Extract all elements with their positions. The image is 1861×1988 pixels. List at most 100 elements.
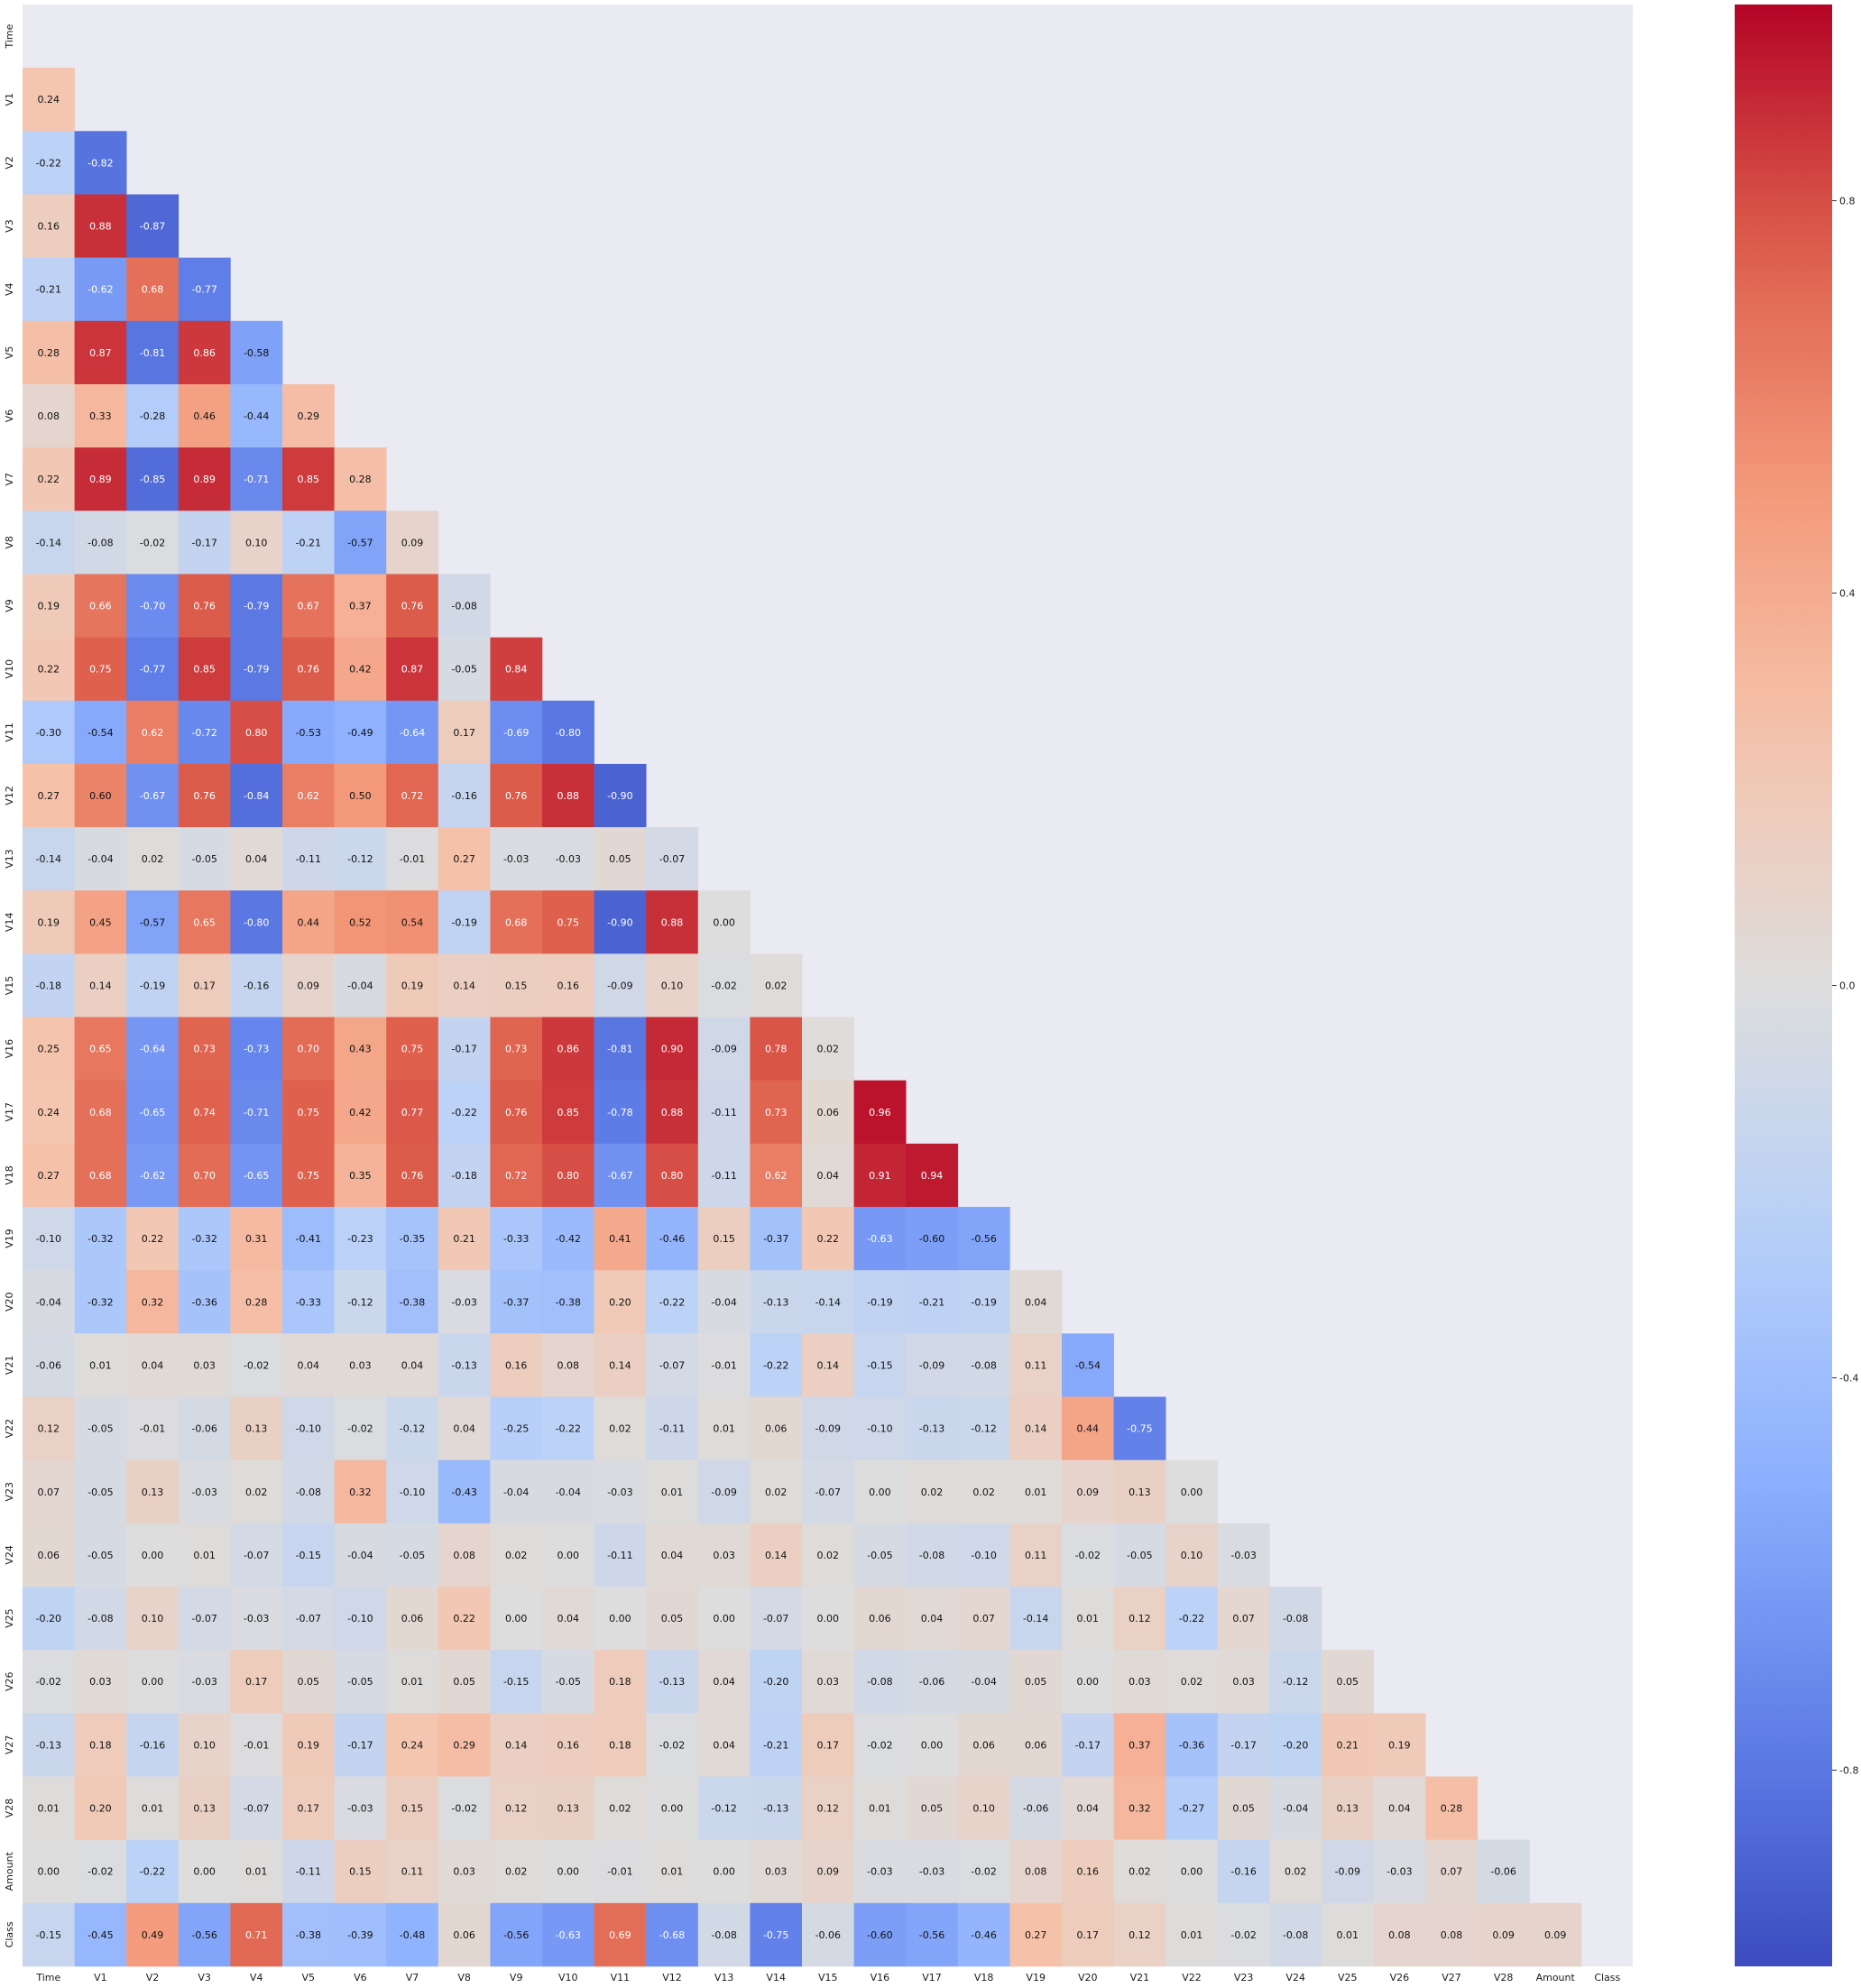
heatmap-cell <box>438 1650 491 1714</box>
cell-value-label: 0.12 <box>817 1803 840 1815</box>
heatmap-cell <box>230 1587 283 1651</box>
cell-value-label: 0.03 <box>1232 1676 1255 1688</box>
cell-value-label: 0.01 <box>89 1359 112 1371</box>
heatmap-cell <box>74 1587 127 1651</box>
heatmap-cell <box>853 1650 907 1714</box>
cell-value-label: 0.03 <box>713 1550 735 1561</box>
cell-value-label: -0.10 <box>400 1486 425 1498</box>
heatmap-cell <box>542 1080 594 1145</box>
heatmap-cell <box>23 131 75 195</box>
cell-value-label: -0.42 <box>556 1233 581 1245</box>
heatmap-cell <box>697 1207 751 1271</box>
heatmap-cell <box>438 953 491 1017</box>
cell-value-label: 0.15 <box>349 1866 372 1878</box>
cell-value-label: -0.03 <box>347 1803 373 1815</box>
cell-value-label: 0.17 <box>298 1803 320 1815</box>
cell-value-label: 0.15 <box>505 980 528 991</box>
cell-value-label: -0.53 <box>296 727 321 739</box>
cell-value-label: -0.02 <box>451 1803 476 1815</box>
heatmap-cell <box>74 827 127 891</box>
cell-value-label: 0.89 <box>193 474 216 485</box>
heatmap-cell <box>1009 1839 1063 1904</box>
cell-value-label: 0.91 <box>869 1170 891 1182</box>
cell-value-label: 0.01 <box>869 1803 891 1815</box>
cell-value-label: -0.02 <box>140 537 165 548</box>
cell-value-label: 0.05 <box>1337 1676 1359 1688</box>
heatmap-cell <box>1062 1776 1114 1840</box>
heatmap-cell <box>23 890 75 954</box>
cell-value-label: -0.19 <box>971 1296 996 1308</box>
cell-value-label: -0.17 <box>1075 1739 1101 1751</box>
y-tick-label: V16 <box>4 1039 15 1059</box>
cell-value-label: -0.22 <box>140 1866 165 1878</box>
heatmap-cell <box>178 890 231 954</box>
heatmap-cell <box>1477 1839 1530 1904</box>
cell-value-label: 0.52 <box>349 916 372 928</box>
cell-value-label: 0.19 <box>401 980 424 991</box>
cell-value-label: -0.02 <box>88 1866 113 1878</box>
heatmap-cell <box>230 1902 283 1967</box>
heatmap-cell <box>1113 1523 1166 1588</box>
heatmap-cell <box>126 1270 180 1334</box>
heatmap-cell <box>1062 1713 1114 1777</box>
x-tick-label: V16 <box>871 1972 890 1983</box>
x-axis-tick-labels: Time V1 V2 V3 V4 V5 V6 V7 V8 V9 V10 V11 V12 V13 V14 V15… <box>35 1972 1620 1983</box>
cell-value-label: -0.05 <box>191 853 217 865</box>
heatmap-cell <box>1062 1333 1114 1397</box>
heatmap-cell <box>386 953 439 1017</box>
colorbar-tick-label: -0.8 <box>1839 1765 1858 1777</box>
cell-value-label: -0.01 <box>400 853 425 865</box>
heatmap-cell <box>750 1333 803 1397</box>
heatmap-cell <box>594 1396 647 1460</box>
cell-value-label: 0.80 <box>661 1170 684 1182</box>
heatmap-cell <box>542 1396 594 1460</box>
cell-value-label: -0.14 <box>815 1296 841 1308</box>
cell-value-label: -0.03 <box>919 1866 944 1878</box>
cell-value-label: 0.43 <box>349 1044 372 1055</box>
heatmap-cell <box>594 1143 647 1208</box>
heatmap-cell <box>1062 1902 1114 1967</box>
heatmap-cell <box>542 1839 594 1904</box>
cell-value-label: 0.06 <box>817 1107 840 1118</box>
cell-value-label: -0.18 <box>451 1170 476 1182</box>
cell-value-label: -0.06 <box>1490 1866 1516 1878</box>
cell-value-label: 0.02 <box>765 980 788 991</box>
heatmap-cell <box>23 511 75 575</box>
cell-value-label: -0.03 <box>867 1866 892 1878</box>
heatmap-cell <box>438 1587 491 1651</box>
cell-value-label: -0.15 <box>503 1676 529 1688</box>
heatmap-cell <box>1269 1902 1322 1967</box>
heatmap-cell <box>697 1650 751 1714</box>
cell-value-label: 0.17 <box>453 727 475 739</box>
cell-value-label: 0.94 <box>921 1170 944 1182</box>
heatmap-cell <box>1009 1523 1063 1588</box>
cell-value-label: -0.12 <box>971 1423 996 1435</box>
y-tick-label: V24 <box>4 1545 15 1565</box>
heatmap-cell <box>490 1396 543 1460</box>
heatmap-cell <box>1009 1713 1063 1777</box>
cell-value-label: -0.15 <box>36 1929 61 1941</box>
cell-value-label: 0.50 <box>349 790 372 802</box>
heatmap-cell <box>438 1713 491 1777</box>
cell-value-label: 0.27 <box>1025 1929 1047 1941</box>
heatmap-cell <box>74 763 127 828</box>
heatmap-cell <box>282 890 335 954</box>
y-tick-label: V7 <box>4 473 15 486</box>
heatmap-cell <box>386 1333 439 1397</box>
heatmap-cell <box>74 953 127 1017</box>
heatmap-cell <box>230 511 283 575</box>
cell-value-label: 0.19 <box>298 1739 320 1751</box>
heatmap-cell <box>853 1396 907 1460</box>
heatmap-cell <box>490 1650 543 1714</box>
heatmap-cell <box>282 447 335 511</box>
heatmap-cell <box>334 637 387 702</box>
heatmap-cell <box>802 1017 854 1081</box>
heatmap-cell <box>334 1333 387 1397</box>
cell-value-label: 0.17 <box>1077 1929 1100 1941</box>
cell-value-label: 0.16 <box>557 1739 580 1751</box>
heatmap-cell <box>178 1270 231 1334</box>
cell-value-label: -0.19 <box>140 980 165 991</box>
colorbar-tick-label: 0.0 <box>1839 980 1856 992</box>
cell-value-label: 0.10 <box>661 980 684 991</box>
heatmap-cell <box>282 763 335 828</box>
